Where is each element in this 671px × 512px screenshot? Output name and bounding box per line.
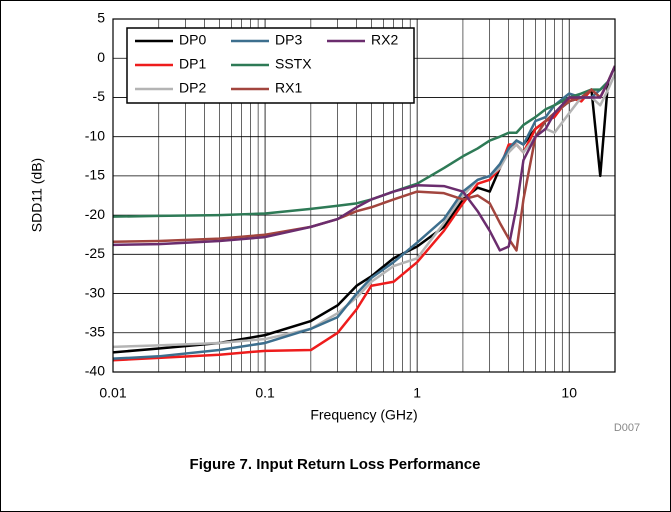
legend-box: [126, 27, 415, 104]
series-line: [113, 65, 615, 252]
y-axis-label: SDD11 (dB): [29, 158, 45, 232]
annotation: D007: [614, 422, 640, 434]
legend-label: RX2: [371, 32, 398, 48]
series-line: [113, 65, 615, 218]
y-tick-label: -5: [93, 88, 106, 104]
y-tick-label: -10: [85, 127, 105, 143]
x-tick-label: 10: [561, 385, 577, 401]
legend-label: DP3: [275, 32, 302, 48]
y-tick-label: -35: [85, 323, 105, 339]
x-tick-label: 0.1: [255, 385, 275, 401]
legend-label: RX1: [275, 80, 302, 96]
y-tick-label: 0: [97, 49, 105, 65]
x-tick-label: 0.01: [99, 385, 126, 401]
y-tick-label: -20: [85, 206, 105, 222]
legend-label: DP0: [179, 32, 206, 48]
legend-label: DP1: [179, 56, 206, 72]
x-tick-label: 1: [413, 385, 421, 401]
plot-border: [112, 18, 616, 373]
y-tick-label: -15: [85, 167, 105, 183]
legend-label: SSTX: [275, 56, 312, 72]
y-tick-label: -25: [85, 245, 105, 261]
x-axis-label: Frequency (GHz): [310, 407, 417, 423]
y-tick-label: -40: [85, 363, 105, 379]
y-tick-label: -30: [85, 284, 105, 300]
y-tick-label: 5: [97, 10, 105, 26]
legend-label: DP2: [179, 80, 206, 96]
caption: Figure 7. Input Return Loss Performance: [190, 456, 481, 473]
